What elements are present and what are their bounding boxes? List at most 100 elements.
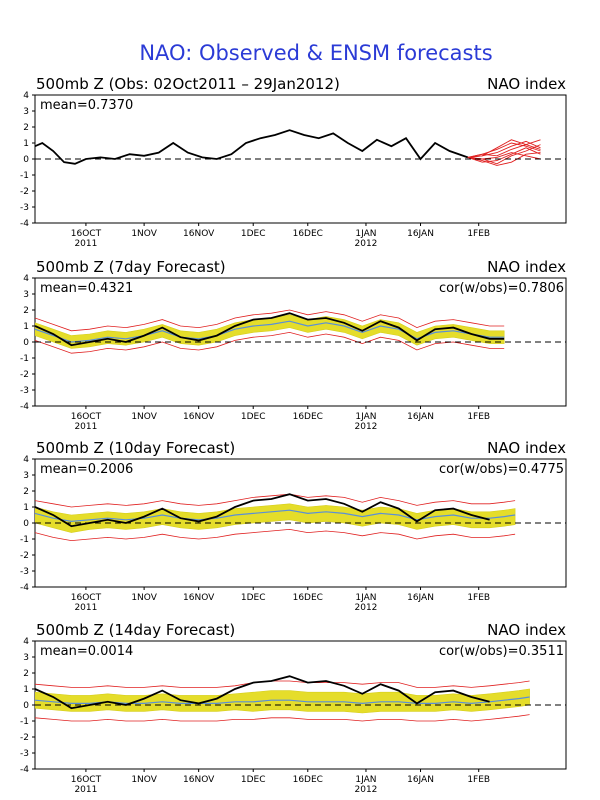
panel-right-label: NAO index: [487, 258, 566, 276]
x-tick-label: 1FEB: [467, 775, 490, 785]
forecast-member-line: [467, 147, 541, 163]
y-tick-label: 4: [23, 274, 29, 284]
y-tick-label: 2: [23, 306, 29, 316]
ensemble-mean-line: [35, 696, 530, 705]
y-tick-label: -1: [20, 354, 29, 364]
y-tick-label: -3: [20, 749, 29, 759]
x-tick-year-label: 2011: [74, 785, 97, 795]
x-tick-year-label: 2012: [355, 422, 378, 432]
x-tick-label: 1NOV: [131, 229, 157, 239]
x-tick-label: 16OCT: [71, 412, 102, 422]
y-tick-label: 1: [23, 139, 29, 149]
member-envelope-lower: [35, 528, 516, 542]
x-tick-label: 1JAN: [355, 593, 376, 603]
x-tick-label: 16NOV: [183, 229, 215, 239]
y-tick-label: 4: [23, 455, 29, 465]
x-tick-year-label: 2012: [355, 785, 378, 795]
x-tick-label: 16JAN: [407, 412, 434, 422]
x-tick-label: 16DEC: [293, 229, 323, 239]
correlation-label: cor(w/obs)=0.4775: [439, 462, 564, 477]
y-tick-label: -4: [20, 402, 29, 412]
x-tick-label: 16DEC: [293, 412, 323, 422]
chart-panel-1: 500mb Z (Obs: 02Oct2011 – 29Jan2012) NAO …: [20, 75, 567, 249]
panel-title: 500mb Z (10day Forecast): [36, 439, 235, 457]
y-tick-label: -2: [20, 733, 29, 743]
y-tick-label: 0: [23, 155, 29, 165]
chart-panel-3: 500mb Z (10day Forecast) NAO index 4 3 2 1 0 -1…: [20, 439, 567, 613]
x-tick-label: 16OCT: [71, 229, 102, 239]
x-tick-year-label: 2011: [74, 422, 97, 432]
x-tick-label: 16NOV: [183, 775, 215, 785]
panel-title: 500mb Z (Obs: 02Oct2011 – 29Jan2012): [36, 75, 340, 93]
y-tick-label: -1: [20, 717, 29, 727]
member-envelope-upper: [35, 309, 505, 332]
x-tick-label: 1DEC: [241, 593, 266, 603]
y-tick-label: 3: [23, 471, 29, 481]
plot-area: [35, 129, 566, 166]
figure-title: NAO: Observed & ENSM forecasts: [139, 41, 492, 65]
x-tick-label: 1FEB: [467, 229, 490, 239]
y-tick-label: -4: [20, 219, 29, 229]
y-tick-label: -3: [20, 203, 29, 213]
x-tick-label: 1FEB: [467, 593, 490, 603]
x-tick-label: 16DEC: [293, 593, 323, 603]
y-tick-label: -3: [20, 567, 29, 577]
forecast-member-line: [467, 152, 541, 166]
x-tick-label: 1NOV: [131, 593, 157, 603]
y-tick-label: 2: [23, 669, 29, 679]
y-tick-label: -4: [20, 583, 29, 593]
panel-right-label: NAO index: [487, 75, 566, 93]
x-tick-label: 1DEC: [241, 775, 266, 785]
plot-area: [35, 493, 566, 542]
mean-label: mean=0.4321: [40, 281, 133, 296]
member-envelope-lower: [35, 714, 530, 722]
mean-label: mean=0.2006: [40, 462, 133, 477]
observed-line: [35, 312, 505, 347]
chart-panel-2: 500mb Z (7day Forecast) NAO index 4 3 2 1 0 -1 -…: [20, 258, 567, 432]
member-envelope-upper: [35, 493, 516, 508]
x-tick-label: 16OCT: [71, 593, 102, 603]
mean-label: mean=0.0014: [40, 644, 133, 659]
panel-right-label: NAO index: [487, 621, 566, 639]
plot-area: [35, 675, 566, 722]
observed-line: [35, 493, 490, 528]
x-tick-label: 1JAN: [355, 775, 376, 785]
member-envelope-lower: [35, 331, 505, 354]
x-tick-label: 1JAN: [355, 229, 376, 239]
y-tick-label: 3: [23, 290, 29, 300]
y-tick-label: 1: [23, 322, 29, 332]
x-tick-label: 16DEC: [293, 775, 323, 785]
x-tick-year-label: 2012: [355, 603, 378, 613]
y-tick-label: -3: [20, 386, 29, 396]
x-tick-label: 1DEC: [241, 412, 266, 422]
x-tick-year-label: 2011: [74, 239, 97, 249]
y-tick-label: -1: [20, 535, 29, 545]
y-tick-label: 1: [23, 503, 29, 513]
x-tick-label: 1JAN: [355, 412, 376, 422]
x-tick-label: 1NOV: [131, 412, 157, 422]
y-tick-label: 2: [23, 123, 29, 133]
y-tick-label: 0: [23, 701, 29, 711]
plot-area: [35, 309, 566, 354]
x-tick-label: 16NOV: [183, 593, 215, 603]
y-tick-label: 3: [23, 653, 29, 663]
x-tick-year-label: 2011: [74, 603, 97, 613]
ensemble-mean-line: [35, 320, 505, 343]
y-tick-label: -2: [20, 370, 29, 380]
x-tick-label: 1NOV: [131, 775, 157, 785]
x-tick-label: 16JAN: [407, 229, 434, 239]
correlation-label: cor(w/obs)=0.3511: [439, 644, 564, 659]
y-tick-label: 4: [23, 637, 29, 647]
x-tick-label: 16NOV: [183, 412, 215, 422]
y-tick-label: 2: [23, 487, 29, 497]
y-tick-label: 3: [23, 107, 29, 117]
y-tick-label: -2: [20, 187, 29, 197]
ensemble-mean-line: [35, 509, 516, 523]
y-tick-label: 0: [23, 338, 29, 348]
chart-panel-4: 500mb Z (14day Forecast) NAO index 4 3 2 1 0 -1…: [20, 621, 567, 795]
observed-line: [35, 675, 490, 710]
y-tick-label: 4: [23, 91, 29, 101]
y-tick-label: -1: [20, 171, 29, 181]
panel-right-label: NAO index: [487, 439, 566, 457]
